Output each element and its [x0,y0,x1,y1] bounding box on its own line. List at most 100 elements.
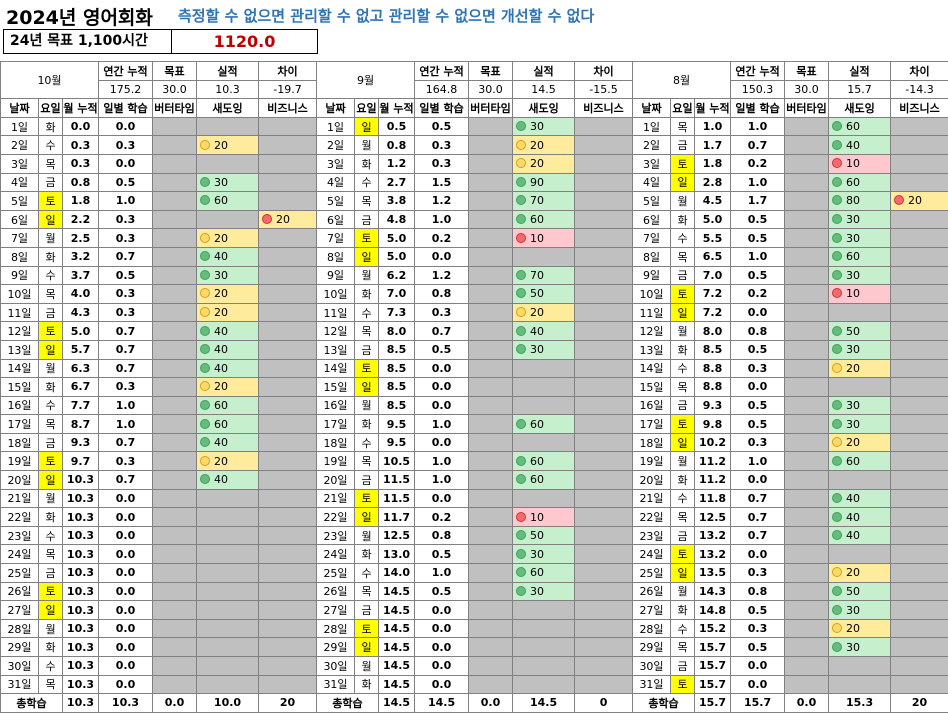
shadowing-cell[interactable]: 10 [828,284,892,304]
month-cum-cell[interactable]: 12.5 [377,525,416,546]
shadowing-cell[interactable] [828,544,892,565]
better-time-cell[interactable] [468,284,514,304]
daily-study-cell[interactable]: 0.0 [98,600,153,620]
weekday-cell[interactable]: 목 [670,116,695,137]
daily-study-cell[interactable]: 0.0 [730,544,786,565]
day-cell[interactable]: 9일 [316,265,355,286]
daily-study-cell[interactable]: 1.0 [730,451,786,472]
month-cum-cell[interactable]: 14.8 [693,600,732,620]
weekday-cell[interactable]: 수 [38,265,63,286]
shadowing-cell[interactable]: 20 [828,432,892,453]
daily-study-cell[interactable]: 0.8 [730,581,786,602]
better-time-cell[interactable] [152,191,197,211]
shadowing-cell[interactable]: 20 [828,618,892,639]
weekday-cell[interactable]: 토 [38,321,63,341]
day-cell[interactable]: 14일 [316,358,355,379]
month-cum-cell[interactable]: 0.0 [62,116,99,137]
shadowing-cell[interactable]: 20 [196,135,259,155]
business-cell[interactable] [574,265,634,286]
month-cum-cell[interactable]: 10.3 [62,600,99,620]
day-cell[interactable]: 28일 [632,618,671,639]
weekday-cell[interactable]: 화 [354,414,379,434]
better-time-cell[interactable] [468,228,514,248]
day-cell[interactable]: 19일 [316,451,355,472]
total-better-time[interactable]: 0.0 [468,693,514,713]
month-cum-cell[interactable]: 4.8 [377,209,416,230]
daily-study-cell[interactable]: 0.0 [98,563,153,583]
better-time-cell[interactable] [468,321,514,341]
day-cell[interactable]: 22일 [632,507,671,527]
weekday-cell[interactable]: 월 [38,228,63,248]
better-time-cell[interactable] [468,414,514,434]
day-cell[interactable]: 2일 [316,135,355,155]
shadowing-cell[interactable]: 10 [512,507,576,527]
daily-study-cell[interactable]: 0.3 [730,432,786,453]
shadowing-cell[interactable]: 60 [512,414,576,434]
business-cell[interactable] [574,321,634,341]
business-cell[interactable] [258,284,317,304]
month-cum-cell[interactable]: 3.2 [62,246,99,267]
weekday-cell[interactable]: 목 [38,414,63,434]
day-cell[interactable]: 8일 [632,246,671,267]
month-cum-cell[interactable]: 5.5 [693,228,732,248]
business-cell[interactable] [890,451,948,472]
weekday-cell[interactable]: 목 [670,507,695,527]
day-cell[interactable]: 25일 [0,563,39,583]
month-cum-cell[interactable]: 14.3 [693,581,732,602]
shadowing-cell[interactable]: 30 [828,600,892,620]
weekday-cell[interactable]: 토 [354,488,379,509]
month-cum-cell[interactable]: 10.3 [62,656,99,676]
day-cell[interactable]: 16일 [632,395,671,416]
weekday-cell[interactable]: 일 [354,637,379,657]
weekday-cell[interactable]: 토 [670,153,695,174]
better-time-cell[interactable] [784,302,830,323]
weekday-cell[interactable]: 화 [38,116,63,137]
better-time-cell[interactable] [468,451,514,472]
daily-study-cell[interactable]: 0.7 [730,507,786,527]
target-value[interactable]: 30.0 [784,79,830,100]
better-time-cell[interactable] [784,209,830,230]
day-cell[interactable]: 26일 [316,581,355,602]
daily-study-cell[interactable]: 1.0 [730,246,786,267]
diff-value[interactable]: -14.3 [890,79,948,100]
business-cell[interactable] [890,358,948,379]
business-cell[interactable] [258,656,317,676]
shadowing-cell[interactable]: 60 [512,209,576,230]
business-cell[interactable] [258,525,317,546]
business-cell[interactable] [890,637,948,657]
shadowing-cell[interactable] [828,377,892,397]
day-cell[interactable]: 17일 [316,414,355,434]
day-cell[interactable]: 7일 [316,228,355,248]
weekday-cell[interactable]: 월 [670,581,695,602]
shadowing-cell[interactable]: 40 [512,321,576,341]
shadowing-cell[interactable] [196,153,259,174]
weekday-cell[interactable]: 일 [38,600,63,620]
business-cell[interactable] [890,321,948,341]
business-cell[interactable]: 20 [890,191,948,211]
business-cell[interactable] [258,302,317,323]
annual-cum-value[interactable]: 175.2 [98,79,153,100]
month-cum-cell[interactable]: 13.2 [693,544,732,565]
month-cum-cell[interactable]: 9.5 [377,414,416,434]
weekday-cell[interactable]: 화 [354,674,379,695]
shadowing-cell[interactable]: 30 [828,265,892,286]
weekday-cell[interactable]: 금 [38,432,63,453]
shadowing-cell[interactable] [512,358,576,379]
business-cell[interactable] [890,116,948,137]
day-cell[interactable]: 1일 [0,116,39,137]
business-cell[interactable] [574,525,634,546]
better-time-cell[interactable] [784,470,830,490]
total-daily[interactable]: 15.7 [730,693,786,713]
business-cell[interactable] [258,395,317,416]
daily-study-cell[interactable]: 0.7 [98,246,153,267]
weekday-cell[interactable]: 수 [38,525,63,546]
daily-study-cell[interactable]: 0.0 [414,377,470,397]
better-time-cell[interactable] [468,507,514,527]
day-cell[interactable]: 21일 [316,488,355,509]
month-cum-cell[interactable]: 14.5 [377,637,416,657]
day-cell[interactable]: 4일 [632,172,671,193]
day-cell[interactable]: 7일 [0,228,39,248]
better-time-cell[interactable] [784,507,830,527]
business-cell[interactable] [258,451,317,472]
business-cell[interactable] [258,321,317,341]
